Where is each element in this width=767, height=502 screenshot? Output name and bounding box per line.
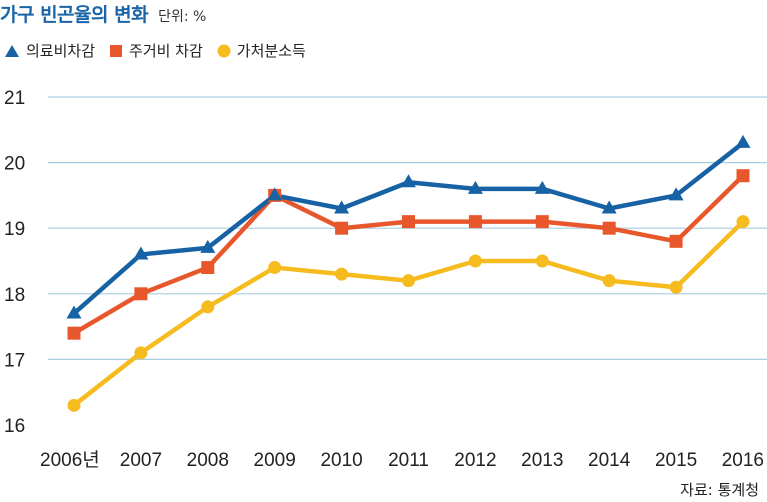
square-marker bbox=[468, 215, 482, 229]
y-tick-label: 21 bbox=[4, 88, 25, 109]
y-tick-label: 19 bbox=[4, 219, 25, 240]
circle-marker bbox=[468, 254, 482, 268]
triangle-marker bbox=[200, 239, 216, 253]
x-tick-label: 2009 bbox=[254, 450, 296, 471]
x-tick-label: 2014 bbox=[588, 450, 631, 471]
circle-marker bbox=[736, 215, 750, 229]
x-tick-label: 2007 bbox=[120, 450, 162, 471]
triangle-marker bbox=[534, 180, 550, 194]
square-marker bbox=[402, 215, 415, 229]
chart-title: 가구 빈곤율의 변화 bbox=[0, 4, 149, 26]
circle-marker bbox=[268, 261, 282, 275]
square-marker bbox=[134, 287, 148, 301]
square-marker bbox=[669, 234, 683, 248]
triangle-marker bbox=[735, 134, 751, 148]
circle-marker bbox=[402, 274, 415, 288]
circle-marker bbox=[535, 254, 549, 268]
legend: 의료비차감 주거비 차감 가처분소득 bbox=[4, 40, 320, 61]
chart-header: 가구 빈곤율의 변화 단위: % bbox=[0, 0, 206, 32]
circle-marker-icon bbox=[217, 44, 231, 57]
legend-item-housing: 주거비 차감 bbox=[109, 40, 203, 61]
triangle-marker bbox=[267, 187, 283, 201]
y-tick-label: 16 bbox=[4, 416, 25, 437]
circle-marker bbox=[134, 346, 148, 360]
circle-marker bbox=[201, 300, 215, 314]
triangle-marker bbox=[334, 200, 350, 214]
x-tick-label: 2016 bbox=[722, 450, 764, 471]
x-tick-label: 2008 bbox=[187, 450, 229, 471]
legend-label: 의료비차감 bbox=[26, 42, 96, 60]
circle-marker bbox=[602, 274, 616, 288]
x-tick-label: 2010 bbox=[320, 450, 362, 471]
y-tick-label: 20 bbox=[4, 154, 25, 175]
series-markers bbox=[66, 134, 751, 412]
x-tick-label: 2015 bbox=[655, 450, 697, 471]
legend-label: 주거비 차감 bbox=[129, 42, 203, 60]
x-tick-label: 2013 bbox=[521, 450, 563, 471]
triangle-marker bbox=[133, 246, 149, 260]
legend-item-medical: 의료비차감 bbox=[4, 40, 95, 61]
square-marker bbox=[736, 169, 750, 183]
x-tick-label: 2011 bbox=[388, 450, 429, 471]
x-axis-ticks: 2006년 2007 2008 2009 2010 2011 2012 2013 2014 201… bbox=[40, 449, 764, 471]
square-marker bbox=[67, 326, 81, 340]
triangle-marker bbox=[66, 305, 82, 319]
legend-item-disposable: 가처분소득 bbox=[217, 40, 306, 61]
y-tick-label: 17 bbox=[4, 350, 25, 371]
triangle-marker bbox=[401, 174, 416, 188]
legend-label: 가처분소득 bbox=[236, 42, 306, 60]
grid-lines bbox=[48, 96, 767, 360]
unit-label: 단위: % bbox=[158, 9, 207, 25]
y-tick-label: 18 bbox=[4, 285, 25, 306]
square-marker bbox=[602, 221, 616, 235]
triangle-marker bbox=[668, 187, 684, 201]
triangle-marker bbox=[467, 180, 483, 194]
x-tick-label: 2006년 bbox=[40, 449, 100, 471]
circle-marker bbox=[335, 267, 349, 281]
square-marker bbox=[201, 261, 215, 275]
square-marker-icon bbox=[110, 44, 123, 57]
source-note: 자료: 통계청 bbox=[680, 481, 759, 499]
circle-marker bbox=[67, 398, 81, 412]
square-marker bbox=[535, 215, 549, 229]
circle-marker bbox=[669, 280, 683, 294]
series-line-1 bbox=[72, 174, 745, 336]
x-tick-label: 2012 bbox=[454, 450, 496, 471]
square-marker bbox=[335, 221, 349, 235]
triangle-marker-icon bbox=[5, 44, 19, 57]
triangle-marker bbox=[601, 200, 617, 214]
y-axis-ticks: 16 17 18 19 20 21 bbox=[4, 88, 25, 437]
